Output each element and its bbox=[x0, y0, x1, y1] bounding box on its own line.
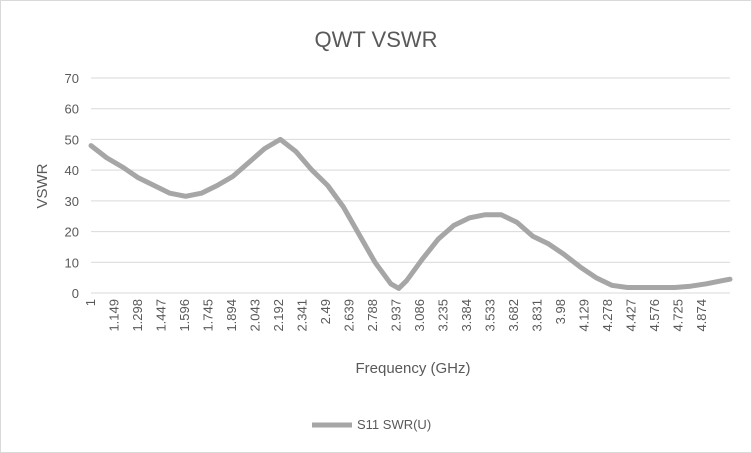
legend-label: S11 SWR(U) bbox=[357, 417, 431, 432]
chart-title: QWT VSWR bbox=[314, 27, 437, 52]
x-tick-label: 2.341 bbox=[295, 299, 310, 332]
x-tick-label: 4.874 bbox=[694, 299, 709, 332]
y-tick-label: 10 bbox=[65, 255, 79, 270]
x-tick-label: 3.682 bbox=[506, 299, 521, 332]
x-tick-label: 2.639 bbox=[342, 299, 357, 332]
x-tick-label: 3.98 bbox=[553, 299, 568, 324]
x-tick-label: 1.298 bbox=[130, 299, 145, 332]
y-axis-title: VSWR bbox=[34, 163, 51, 208]
x-tick-label: 3.086 bbox=[412, 299, 427, 332]
y-tick-label: 70 bbox=[65, 71, 79, 86]
y-tick-label: 40 bbox=[65, 163, 79, 178]
y-tick-label: 30 bbox=[65, 194, 79, 209]
y-tick-label: 20 bbox=[65, 225, 79, 240]
x-tick-label: 4.427 bbox=[624, 299, 639, 332]
x-tick-label: 2.937 bbox=[389, 299, 404, 332]
x-tick-label: 4.576 bbox=[647, 299, 662, 332]
x-tick-label: 1.894 bbox=[224, 299, 239, 332]
gridlines bbox=[91, 77, 730, 294]
x-tick-labels: 1 1.149 1.298 1.447 1.596 1.745 1.894 2.043 2.19… bbox=[83, 299, 709, 332]
x-tick-label: 4.278 bbox=[600, 299, 615, 332]
x-tick-label: 2.043 bbox=[248, 299, 263, 332]
x-tick-label: 1.596 bbox=[177, 299, 192, 332]
x-tick-label: 4.129 bbox=[577, 299, 592, 332]
x-tick-label: 2.49 bbox=[318, 299, 333, 324]
x-tick-label: 2.788 bbox=[365, 299, 380, 332]
y-tick-label: 0 bbox=[72, 286, 79, 301]
x-tick-label: 3.235 bbox=[436, 299, 451, 332]
y-tick-label: 50 bbox=[65, 132, 79, 147]
series-line-0 bbox=[88, 136, 733, 291]
x-tick-label: 4.725 bbox=[671, 299, 686, 332]
x-tick-label: 1.447 bbox=[154, 299, 169, 332]
x-tick-label: 3.384 bbox=[459, 299, 474, 332]
x-axis-title: Frequency (GHz) bbox=[355, 360, 470, 377]
x-tick-label: 1.745 bbox=[201, 299, 216, 332]
x-tick-label: 1.149 bbox=[107, 299, 122, 332]
series-layer bbox=[88, 136, 733, 291]
x-tick-label: 1 bbox=[83, 299, 98, 306]
x-tick-label: 3.831 bbox=[530, 299, 545, 332]
x-tick-label: 2.192 bbox=[271, 299, 286, 332]
x-tick-label: 3.533 bbox=[483, 299, 498, 332]
y-tick-labels: 0 10 20 30 40 50 60 70 bbox=[65, 71, 79, 301]
y-tick-label: 60 bbox=[65, 102, 79, 117]
